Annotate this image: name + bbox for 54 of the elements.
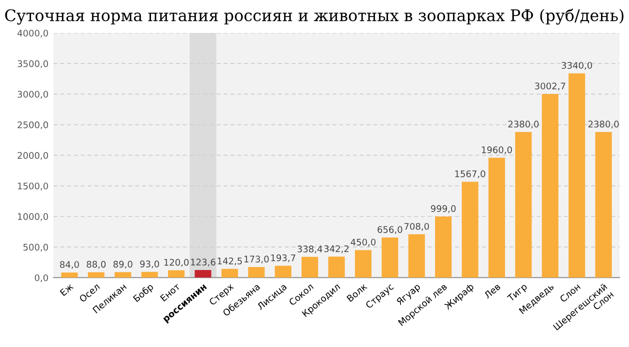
y-tick-label: 1500,0	[18, 182, 48, 190]
data-label: 999,0	[430, 205, 456, 213]
data-label: 88,0	[86, 260, 106, 269]
bar	[248, 267, 265, 278]
data-label: 120,0	[164, 258, 189, 267]
y-tick-label: 2000,0	[18, 152, 48, 160]
data-label: 708,0	[404, 222, 429, 231]
y-tick-label: 1000,0	[18, 213, 48, 221]
bar	[462, 182, 478, 278]
bar	[221, 268, 238, 278]
bar	[168, 270, 185, 278]
y-tick-label: 500,0	[23, 244, 48, 252]
data-label: 123,6	[191, 258, 216, 266]
x-tick-label: Еж	[60, 282, 74, 296]
y-tick-label: 2500,0	[18, 121, 48, 130]
data-label: 342,2	[324, 245, 349, 254]
bar	[114, 272, 132, 278]
data-label: 338,4	[298, 246, 322, 254]
y-tick-label: 0,0	[34, 274, 48, 282]
bar	[568, 73, 586, 278]
data-label: 142,5	[218, 258, 242, 266]
data-label: 3002,7	[535, 82, 566, 90]
x-tick-label: Лев	[484, 283, 501, 299]
data-label: 3340,0	[562, 62, 592, 70]
bar	[274, 266, 292, 278]
data-label: 193,7	[271, 254, 296, 262]
data-label: 84,0	[60, 261, 79, 269]
bar	[88, 272, 104, 278]
bar	[328, 256, 345, 278]
data-label: 450,0	[350, 238, 376, 246]
bar	[515, 132, 532, 278]
data-label: 1567,0	[455, 170, 486, 178]
data-label: 89,0	[113, 260, 132, 269]
bar	[194, 270, 212, 278]
bar	[408, 234, 425, 278]
data-label: 1960,0	[482, 146, 512, 154]
data-label: 2380,0	[508, 120, 539, 128]
bar	[302, 256, 318, 278]
bar	[382, 237, 398, 278]
data-label: 2380,0	[588, 120, 619, 128]
bar	[141, 272, 158, 278]
bar	[354, 250, 372, 278]
bar	[595, 132, 612, 278]
bar	[542, 94, 558, 278]
data-label: 173,0	[244, 256, 269, 264]
y-tick-label: 4000,0	[17, 30, 48, 38]
y-tick-label: 3000,0	[18, 90, 48, 99]
chart-title: Суточная норма питания россиян и животных в зоопарках РФ (руб/день)	[5, 8, 624, 25]
bar	[61, 272, 78, 278]
bar	[488, 158, 506, 278]
bar	[435, 216, 452, 278]
data-label: 656,0	[378, 226, 402, 234]
y-tick-label: 3500,0	[18, 60, 48, 68]
data-label: 93,0	[140, 260, 160, 268]
